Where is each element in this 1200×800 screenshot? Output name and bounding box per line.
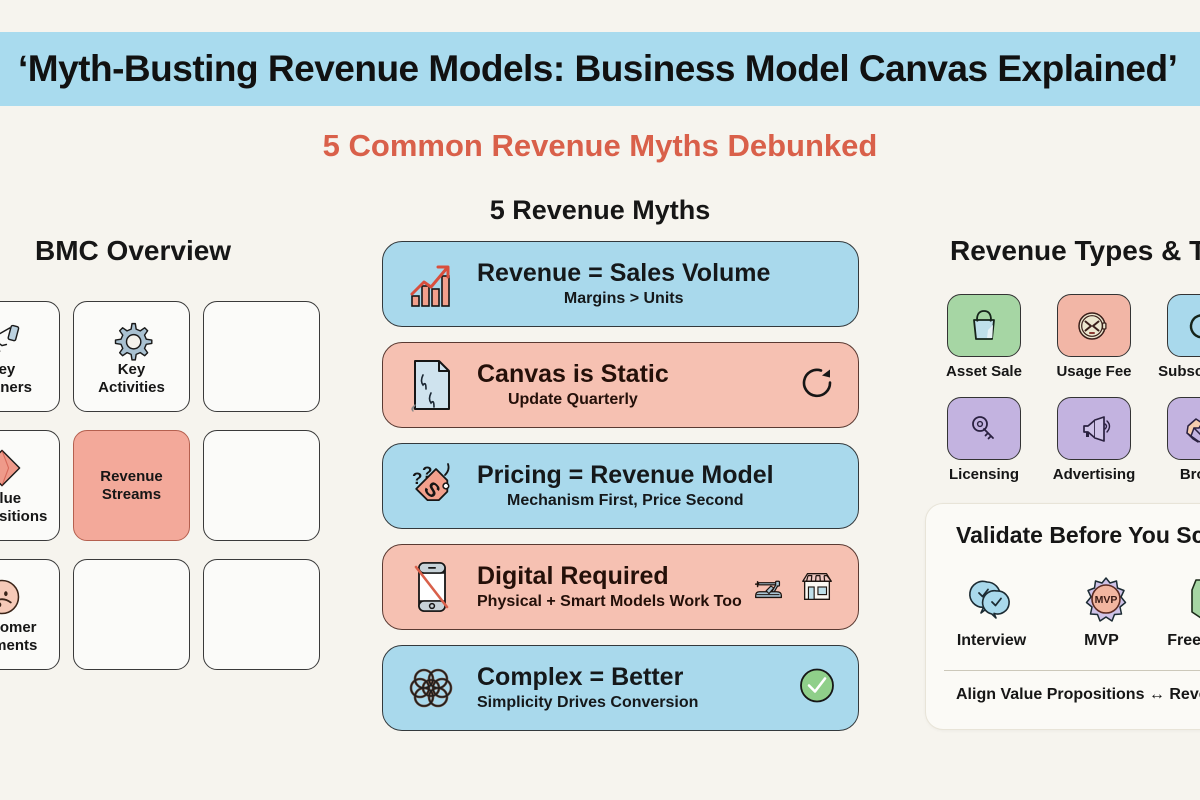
svg-text:?: ? [412, 469, 422, 488]
svg-text:MVP: MVP [1094, 594, 1117, 606]
svg-text:?: ? [422, 463, 432, 482]
